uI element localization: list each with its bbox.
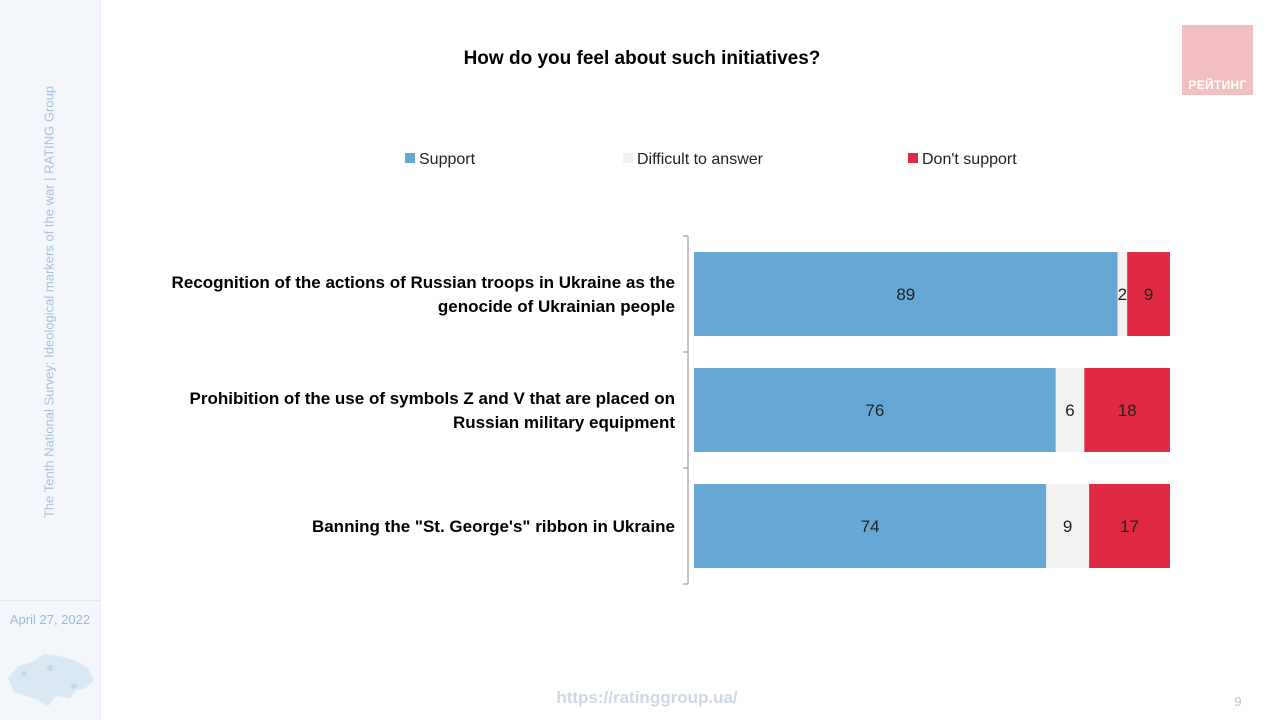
legend-support: Support bbox=[405, 151, 475, 169]
sidebar-divider bbox=[0, 600, 100, 601]
bar-support-2 bbox=[694, 484, 1047, 568]
category-label-symbols-zv: Prohibition of the use of symbols Z and … bbox=[189, 389, 676, 432]
logo-text: РЕЙТИНГ bbox=[1188, 78, 1247, 92]
legend-label-support: Support bbox=[419, 151, 476, 168]
survey-date: April 27, 2022 bbox=[9, 612, 91, 627]
data-label-dont-support-1: 18 bbox=[1118, 401, 1137, 420]
bar-support-1 bbox=[694, 368, 1056, 452]
chart-title: How do you feel about such initiatives? bbox=[463, 48, 821, 69]
legend-swatch-support bbox=[405, 153, 415, 163]
bar-support-0 bbox=[694, 252, 1118, 336]
bar-dont-support-2 bbox=[1089, 484, 1170, 568]
bar-dont-support-0 bbox=[1127, 252, 1170, 336]
legend-dont-support: Don't support bbox=[908, 151, 1017, 169]
sidebar-survey-title: The Tenth National Survey: Ideological m… bbox=[41, 85, 57, 519]
legend-label-difficult: Difficult to answer bbox=[637, 151, 763, 168]
data-label-support-0: 89 bbox=[896, 285, 915, 304]
data-label-dont-support-2: 17 bbox=[1120, 517, 1139, 536]
legend-label-dont-support: Don't support bbox=[922, 151, 1017, 168]
data-label-difficult-2: 9 bbox=[1063, 517, 1072, 536]
bar-difficult-1 bbox=[1055, 368, 1085, 452]
legend-swatch-difficult bbox=[623, 153, 633, 163]
sidebar: The Tenth National Survey: Ideological m… bbox=[0, 0, 101, 720]
bar-difficult-0 bbox=[1117, 252, 1128, 336]
data-label-support-1: 76 bbox=[865, 401, 884, 420]
legend-swatch-dont-support bbox=[908, 153, 918, 163]
legend-difficult: Difficult to answer bbox=[623, 151, 763, 169]
page-number: 9 bbox=[1234, 694, 1242, 709]
bar-difficult-2 bbox=[1046, 484, 1090, 568]
category-label-ribbon: Banning the "St. George's" ribbon in Ukr… bbox=[311, 517, 675, 536]
rating-logo: РЕЙТИНГ bbox=[1182, 25, 1253, 95]
ukraine-map-icon bbox=[7, 653, 95, 707]
data-label-difficult-1: 6 bbox=[1065, 401, 1074, 420]
bar-dont-support-1 bbox=[1084, 368, 1170, 452]
data-label-difficult-0: 2 bbox=[1118, 285, 1127, 304]
data-label-support-2: 74 bbox=[861, 517, 880, 536]
website-url[interactable]: https://ratinggroup.ua/ bbox=[556, 688, 738, 707]
category-label-genocide: Recognition of the actions of Russian tr… bbox=[171, 273, 675, 316]
data-label-dont-support-0: 9 bbox=[1144, 285, 1153, 304]
